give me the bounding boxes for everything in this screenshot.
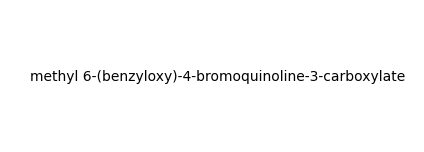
Text: methyl 6-(benzyloxy)-4-bromoquinoline-3-carboxylate: methyl 6-(benzyloxy)-4-bromoquinoline-3-… bbox=[30, 70, 405, 84]
